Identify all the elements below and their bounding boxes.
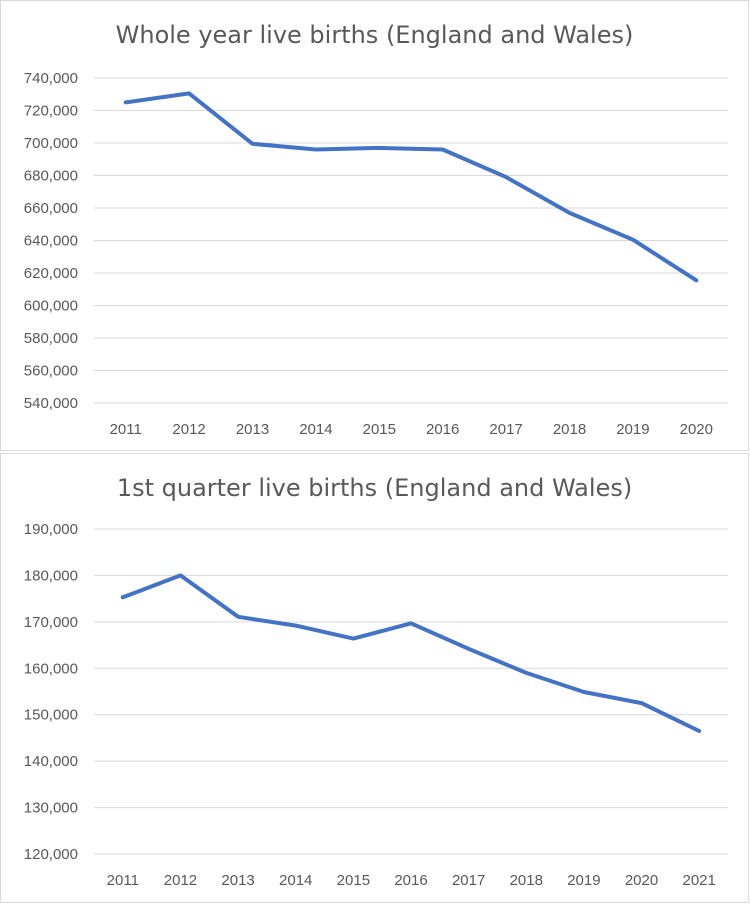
chart-title: Whole year live births (England and Wale… — [115, 21, 634, 49]
series-line — [120, 573, 702, 733]
y-tick-label: 580,000 — [24, 330, 78, 347]
y-tick-label: 560,000 — [24, 363, 78, 380]
y-tick-label: 720,000 — [24, 103, 78, 120]
x-tick-label: 2014 — [279, 872, 312, 889]
y-tick-label: 700,000 — [24, 135, 78, 152]
x-tick-label: 2017 — [489, 421, 522, 438]
data-point — [124, 100, 128, 104]
data-point — [582, 690, 586, 694]
x-tick-label: 2012 — [172, 421, 205, 438]
x-tick-label: 2018 — [510, 872, 543, 889]
y-tick-label: 180,000 — [24, 567, 78, 584]
y-tick-label: 540,000 — [24, 395, 78, 412]
data-point — [377, 146, 381, 150]
chart-title: 1st quarter live births (England and Wal… — [116, 474, 633, 502]
y-tick-label: 140,000 — [24, 753, 78, 770]
data-point — [441, 148, 445, 152]
x-tick-label: 2016 — [394, 872, 427, 889]
chart-whole-year: Whole year live births (England and Wale… — [0, 0, 749, 451]
y-tick-label: 170,000 — [24, 614, 78, 631]
data-point — [178, 573, 182, 577]
y-tick-label: 640,000 — [24, 233, 78, 250]
data-point — [694, 278, 698, 282]
data-point — [524, 671, 528, 675]
x-tick-label: 2012 — [164, 872, 197, 889]
y-tick-label: 600,000 — [24, 298, 78, 315]
data-point — [187, 91, 191, 95]
x-tick-label: 2015 — [337, 872, 370, 889]
data-point — [314, 148, 318, 152]
y-tick-label: 160,000 — [24, 660, 78, 677]
x-tick-label: 2020 — [625, 872, 658, 889]
data-point — [121, 595, 125, 599]
data-point — [467, 647, 471, 651]
x-tick-label: 2014 — [299, 421, 332, 438]
chart-first-quarter: 1st quarter live births (England and Wal… — [0, 453, 749, 903]
chart-plot-area: 540,000 560,000 580,000 600,000 620,000 640,0… — [24, 70, 728, 438]
data-point — [568, 211, 572, 215]
chart-plot-area: 120,000 130,000 140,000 150,000 160,000 170,0… — [24, 521, 728, 889]
x-tick-label: 2016 — [426, 421, 459, 438]
data-point — [236, 615, 240, 619]
x-tick-label: 2011 — [107, 872, 139, 889]
series-line — [123, 91, 699, 283]
y-tick-label: 740,000 — [24, 70, 78, 87]
x-tick-label: 2011 — [110, 421, 142, 438]
x-tick-label: 2017 — [452, 872, 485, 889]
y-tick-label: 680,000 — [24, 168, 78, 185]
y-tick-label: 660,000 — [24, 200, 78, 217]
y-tick-label: 150,000 — [24, 707, 78, 724]
y-tick-label: 190,000 — [24, 521, 78, 538]
data-point — [351, 637, 355, 641]
data-point — [294, 624, 298, 628]
y-tick-label: 120,000 — [24, 846, 78, 863]
y-tick-label: 130,000 — [24, 800, 78, 817]
x-tick-label: 2019 — [567, 872, 600, 889]
data-point — [504, 175, 508, 179]
data-point — [640, 701, 644, 705]
x-tick-label: 2020 — [680, 421, 713, 438]
data-point — [251, 142, 255, 146]
x-tick-label: 2013 — [236, 421, 269, 438]
x-tick-label: 2021 — [682, 872, 715, 889]
data-point — [697, 729, 701, 733]
x-tick-label: 2013 — [221, 872, 254, 889]
x-tick-label: 2015 — [363, 421, 396, 438]
data-point — [409, 621, 413, 625]
x-tick-label: 2018 — [553, 421, 586, 438]
data-point — [631, 238, 635, 242]
y-tick-label: 620,000 — [24, 265, 78, 282]
x-tick-label: 2019 — [616, 421, 649, 438]
